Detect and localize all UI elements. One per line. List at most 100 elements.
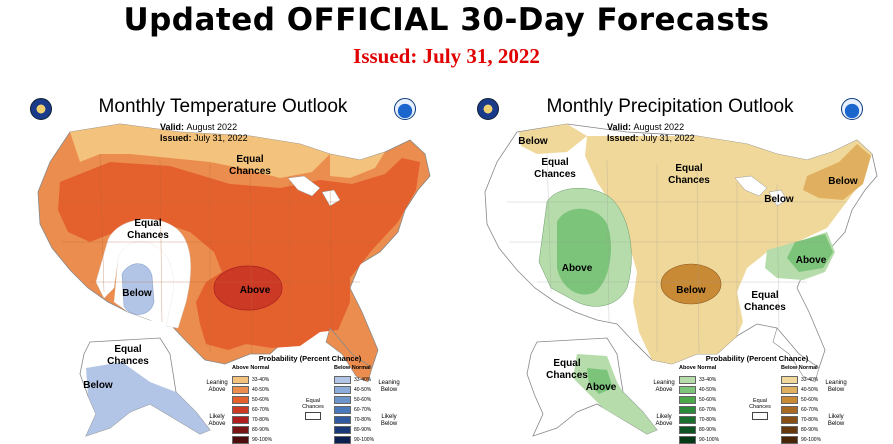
legend-bin-label: 70-80%: [801, 417, 819, 423]
legend-leaning-above: Leaning Above: [206, 380, 228, 393]
precipitation-legend: Probability (Percent Chance) Above Norma…: [653, 354, 857, 444]
legend-swatch: [679, 426, 696, 434]
label-below-great-lakes: Below: [764, 194, 794, 205]
legend-swatch: [679, 436, 696, 444]
valid-label: Valid:: [160, 122, 185, 132]
issued-value: July 31, 2022: [194, 133, 248, 143]
precip-above-se-inner: [787, 234, 833, 272]
legend-bin-label: 40-50%: [252, 387, 270, 393]
florida: [325, 327, 373, 383]
legend-bin-label: 70-80%: [252, 417, 270, 423]
issued-label: Issued:: [607, 133, 639, 143]
headline: Updated OFFICIAL 30-Day Forecasts: [123, 2, 770, 38]
legend-bin-label: 80-90%: [699, 427, 717, 433]
legend-row: 70-80%: [679, 415, 719, 425]
legend-above-header: Above Normal: [232, 365, 270, 371]
temp-below-sw: [121, 263, 155, 315]
label-ec-ak: Equal Chances: [546, 358, 588, 381]
legend-bin-label: 50-60%: [354, 397, 372, 403]
legend-row: 80-90%: [781, 425, 821, 435]
label-ec-west: Equal Chances: [534, 157, 576, 180]
precipitation-map: Below Equal Chances Equal Chances Below Be…: [484, 123, 878, 437]
legend-below-col: 33-40% 40-50% 50-60% 60-70% 70-80% 80-90% 90-1…: [334, 375, 374, 444]
legend-row: 60-70%: [781, 405, 821, 415]
temp-likely-body: [58, 158, 420, 350]
legend-bin-label: 90-100%: [354, 437, 375, 443]
legend-row: 60-70%: [334, 405, 374, 415]
legend-bin-label: 70-80%: [354, 417, 372, 423]
state-lines: [507, 153, 847, 355]
legend-likely-above: Likely Above: [655, 414, 673, 427]
issued-date: Issued: July 31, 2022: [353, 44, 540, 68]
legend-title: Probability (Percent Chance): [258, 354, 362, 363]
label-above-se: Above: [796, 255, 827, 266]
legend-above-col: 33-40% 40-50% 50-60% 60-70% 70-80% 80-90% 90-1…: [679, 375, 719, 444]
state-lines: [60, 153, 400, 355]
legend-row: 40-50%: [781, 385, 821, 395]
legend-swatch: [679, 406, 696, 414]
valid-label: Valid:: [607, 122, 632, 132]
legend-bin-label: 60-70%: [252, 407, 270, 413]
legend-bin-label: 50-60%: [252, 397, 270, 403]
legend-row: 80-90%: [679, 425, 719, 435]
legend-equal-chances: Equal Chances: [302, 398, 324, 410]
label-below-nw: Below: [518, 136, 548, 147]
legend-row: 50-60%: [679, 395, 719, 405]
alaska-above-inner: [587, 368, 613, 394]
legend-row: 50-60%: [232, 395, 272, 405]
legend-row: 70-80%: [781, 415, 821, 425]
precip-below-core: [660, 263, 722, 305]
legend-bin-label: 40-50%: [354, 387, 372, 393]
temperature-map: Equal Chances Equal Chances Below Above Eq…: [37, 123, 431, 437]
label-ec-central: Equal Chances: [668, 163, 710, 186]
legend-bin-label: 60-70%: [354, 407, 372, 413]
legend-below-header: Below Normal: [781, 365, 818, 371]
legend-row: 33-40%: [334, 375, 374, 385]
label-ec-north-l2: Chances: [229, 166, 271, 177]
legend-row: 40-50%: [232, 385, 272, 395]
legend-row: 33-40%: [232, 375, 272, 385]
legend-row: 80-90%: [334, 425, 374, 435]
legend-row: 40-50%: [679, 385, 719, 395]
legend-bin-label: 50-60%: [801, 397, 819, 403]
legend-bin-label: 60-70%: [801, 407, 819, 413]
precip-above-sw-inner: [557, 208, 611, 295]
legend-title: Probability (Percent Chance): [705, 354, 809, 363]
temp-lean-north: [70, 124, 330, 178]
legend-bin-label: 40-50%: [801, 387, 819, 393]
label-ec-north: Equal Chances: [229, 154, 271, 177]
legend-swatch: [232, 396, 249, 404]
valid-value: August 2022: [186, 122, 238, 132]
legend-row: 80-90%: [232, 425, 272, 435]
legend-swatch: [232, 436, 249, 444]
legend-leaning-below: Leaning Below: [825, 380, 847, 393]
legend-swatch: [679, 396, 696, 404]
legend-swatch: [679, 376, 696, 384]
valid-value: August 2022: [633, 122, 685, 132]
legend-row: 90-100%: [334, 435, 374, 444]
legend-leaning-above: Leaning Above: [653, 380, 675, 393]
legend-bin-label: 90-100%: [252, 437, 273, 443]
temperature-outlook-panel: Equal Chances Equal Chances Below Above Eq…: [0, 92, 446, 444]
label-above-south: Above: [240, 285, 271, 296]
legend-bin-label: 33-40%: [699, 377, 717, 383]
doc-seal-icon: [30, 98, 52, 120]
legend-row: 50-60%: [781, 395, 821, 405]
label-ec-gulf: Equal Chances: [744, 290, 786, 313]
label-above-sw: Above: [562, 263, 593, 274]
legend-swatch: [781, 406, 798, 414]
legend-swatch: [679, 416, 696, 424]
legend-swatch: [781, 426, 798, 434]
label-ec-west: Equal Chances: [127, 218, 169, 241]
legend-bin-label: 90-100%: [699, 437, 720, 443]
legend-swatch: [232, 426, 249, 434]
legend-swatch: [334, 426, 351, 434]
legend-below-header: Below Normal: [334, 365, 371, 371]
precip-below-ne: [803, 144, 871, 200]
issued-value: July 31, 2022: [641, 133, 695, 143]
legend-row: 33-40%: [679, 375, 719, 385]
legend-swatch: [781, 416, 798, 424]
temp-lean-ne: [330, 152, 385, 178]
legend-swatch: [781, 396, 798, 404]
legend-bin-label: 40-50%: [699, 387, 717, 393]
